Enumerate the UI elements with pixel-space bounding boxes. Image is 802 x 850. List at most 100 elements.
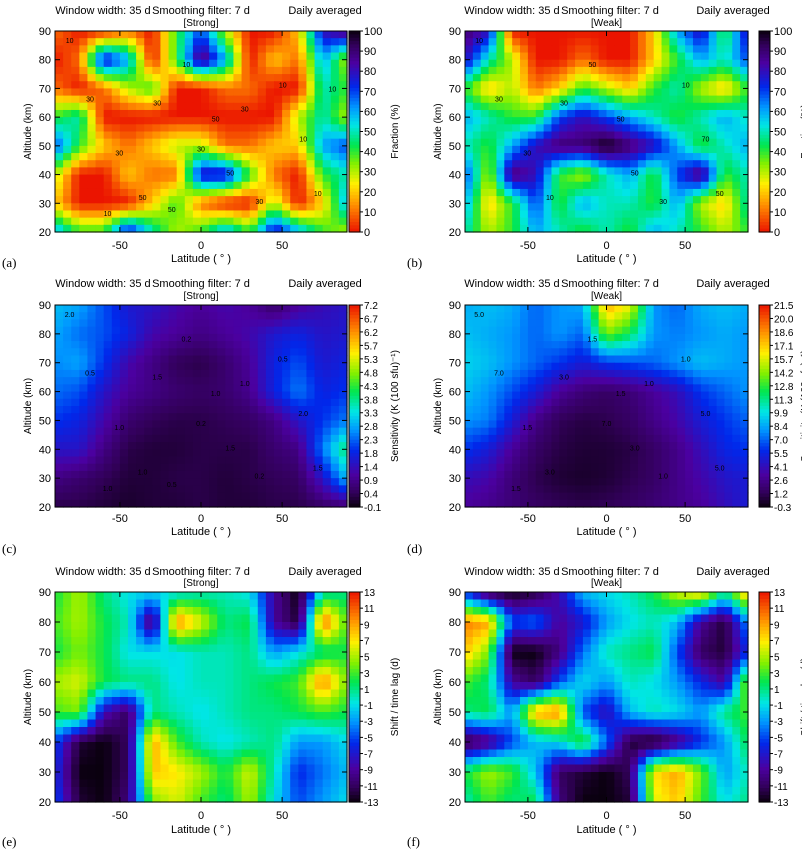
heatmap-cell (496, 449, 505, 458)
heatmap-cell (480, 463, 490, 472)
heatmap-cell (590, 449, 600, 458)
heatmap-cell (274, 66, 283, 75)
colorbar-tick-label: 30 (364, 167, 376, 179)
heatmap-cell (249, 652, 259, 661)
colorbar-swatch (349, 118, 360, 123)
heatmap-cell (87, 391, 97, 400)
heatmap-cell (740, 362, 749, 371)
heatmap-cell (338, 52, 348, 61)
heatmap-cell (551, 59, 560, 68)
contour-label: 30 (659, 199, 667, 206)
heatmap-cell (241, 145, 251, 154)
heatmap-cell (144, 167, 153, 176)
heatmap-cell (290, 305, 299, 313)
heatmap-cell (740, 333, 749, 342)
heatmap-cell (314, 138, 324, 147)
heatmap-cell (543, 413, 553, 422)
heatmap-cell (136, 102, 145, 111)
heatmap-cell (79, 138, 89, 147)
heatmap-cell (306, 485, 316, 494)
heatmap-cell (136, 492, 145, 501)
heatmap-cell (653, 406, 663, 414)
heatmap-cell (488, 499, 498, 508)
heatmap-cell (119, 131, 129, 140)
heatmap-cell (111, 667, 121, 676)
heatmap-cell (590, 210, 600, 219)
heatmap-cell (520, 174, 529, 183)
heatmap-cell (653, 145, 663, 154)
heatmap-cell (488, 52, 498, 61)
colorbar-frame (758, 304, 771, 508)
heatmap-cell (708, 369, 718, 378)
heatmap-cell (559, 31, 568, 39)
heatmap-cell (488, 196, 498, 204)
heatmap-cell (692, 95, 702, 104)
heatmap-cell (732, 442, 741, 450)
heatmap-cell (692, 377, 702, 385)
heatmap-cell (290, 592, 299, 601)
heatmap-cell (233, 369, 243, 378)
heatmap-cell (233, 652, 243, 661)
heatmap-cell (249, 485, 259, 494)
heatmap-cell (653, 333, 663, 342)
colorbar-swatch (349, 165, 360, 169)
heatmap-cell (111, 167, 121, 176)
heatmap-cell (724, 319, 733, 328)
heatmap-cell (298, 124, 308, 133)
heatmap-cell (520, 31, 529, 39)
heatmap-cell (128, 124, 137, 133)
heatmap-cell (543, 478, 553, 486)
heatmap-cell (55, 59, 64, 68)
heatmap-cell (622, 413, 631, 422)
heatmap-cell (496, 362, 505, 371)
heatmap-cell (724, 153, 733, 161)
heatmap-cell (677, 305, 686, 313)
heatmap-cell (201, 499, 210, 508)
contour-label: 1.0 (114, 425, 124, 432)
heatmap-cell (716, 188, 726, 197)
heatmap-cell (535, 355, 545, 364)
heatmap-cell (465, 391, 474, 400)
heatmap-cell (128, 95, 137, 104)
heatmap-cell (692, 181, 702, 190)
heatmap-cell (512, 145, 521, 154)
heatmap-cell (257, 492, 267, 501)
heatmap-cell (740, 420, 749, 429)
heatmap-cell (152, 499, 162, 508)
colorbar-swatch (349, 185, 360, 190)
heatmap-cell (512, 456, 521, 465)
colorbar-swatch (349, 61, 360, 66)
heatmap-cell (274, 74, 283, 82)
heatmap-cell (168, 406, 178, 414)
heatmap-cell (87, 88, 97, 97)
panel-label: (d) (407, 541, 422, 556)
heatmap-cell (708, 81, 718, 90)
heatmap-cell (575, 319, 584, 328)
heatmap-cell (306, 463, 316, 472)
heatmap-cell (653, 413, 663, 422)
heatmap-cell (472, 384, 482, 393)
heatmap-cell (692, 224, 702, 233)
heatmap-cell (160, 210, 170, 219)
colorbar-tick-label: 6.7 (364, 314, 378, 325)
heatmap-cell (160, 74, 170, 82)
heatmap-cell (233, 398, 243, 407)
heatmap-cell (103, 369, 113, 378)
heatmap-cell (63, 391, 72, 400)
heatmap-cell (274, 384, 283, 393)
colorbar-swatch (349, 161, 360, 166)
heatmap-cell (87, 196, 97, 204)
heatmap-cell (724, 109, 733, 118)
heatmap-cell (225, 138, 235, 147)
heatmap-cell (504, 95, 513, 104)
heatmap-cell (338, 652, 348, 661)
heatmap-cell (282, 224, 291, 233)
heatmap-cell (168, 384, 178, 393)
heatmap-cell (79, 362, 89, 371)
heatmap-cell (225, 599, 235, 608)
contour-label: 10 (66, 38, 74, 45)
heatmap-cell (322, 659, 332, 668)
heatmap-cell (330, 95, 340, 104)
heatmap-cell (504, 109, 513, 118)
heatmap-cell (257, 153, 267, 161)
